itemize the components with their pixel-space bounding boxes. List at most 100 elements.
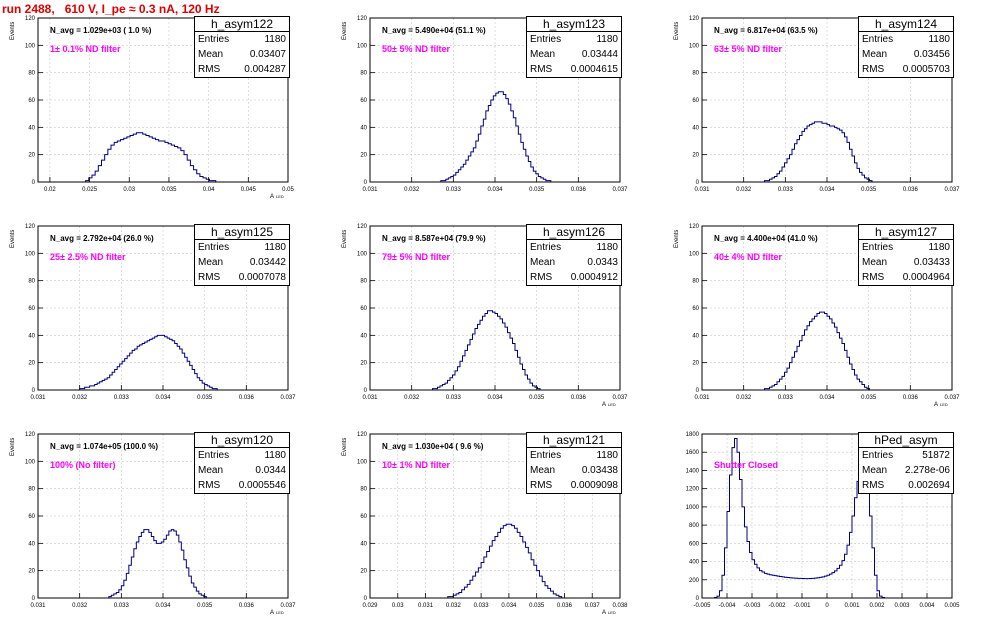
y-tick-label: 60: [692, 306, 699, 312]
histogram-panel-h_asym126: 0.031 0.032 0.033 0.034 0.035 0.036 0.037 0 20 40…: [340, 218, 670, 425]
x-tick-label: 0.033: [778, 187, 794, 193]
y-tick-label: 60: [28, 306, 35, 312]
stat-label-rms: RMS: [862, 480, 885, 491]
stat-row-entries: Entries 1180: [527, 32, 621, 47]
stat-row-entries: Entries 1180: [527, 240, 621, 255]
stat-label-entries: Entries: [862, 34, 894, 45]
stat-row-rms: RMS 0.0004615: [527, 62, 621, 77]
x-tick-label: 0.035: [197, 603, 213, 609]
stat-value-entries: 1180: [928, 34, 950, 45]
y-tick-label: 20: [360, 153, 367, 159]
stat-value-mean: 0.0344: [255, 465, 286, 476]
stat-label-rms: RMS: [530, 272, 553, 283]
x-tick-label: 0.033: [474, 603, 490, 609]
histogram-panel-h_asym127: 0.031 0.032 0.033 0.034 0.035 0.036 0.037 0 20 40…: [672, 218, 996, 425]
x-tick-label: 0.031: [30, 395, 46, 401]
stat-label-mean: Mean: [530, 49, 556, 60]
histogram-panel-h_asym122: 0.02 0.025 0.03 0.035 0.04 0.045 0.05 0 20 40 60 80…: [8, 10, 338, 217]
y-tick-label: 40: [28, 333, 35, 339]
x-tick-label: 0.037: [612, 395, 628, 401]
y-tick-label: 20: [692, 361, 699, 367]
stat-value-rms: 0.0005703: [902, 64, 950, 75]
x-tick-label: 0.032: [736, 395, 752, 401]
stat-value-mean: 0.03442: [249, 257, 286, 268]
y-tick-label: 1200: [686, 487, 700, 493]
stat-value-entries: 1180: [264, 34, 286, 45]
x-tick-label: 0.034: [501, 603, 517, 609]
histogram-plot: 0.031 0.032 0.033 0.034 0.035 0.036 0.037 0 20 40…: [689, 16, 960, 193]
filter-label: 63± 5% ND filter: [714, 44, 782, 54]
stat-label-entries: Entries: [530, 450, 562, 461]
stat-box-title: h_asym120: [195, 433, 289, 448]
y-tick-label: 120: [357, 16, 368, 22]
histogram-panel-h_asym125: 0.031 0.032 0.033 0.034 0.035 0.036 0.037 0 20 40…: [8, 218, 338, 425]
stat-row-entries: Entries 1180: [859, 240, 953, 255]
stat-label-mean: Mean: [530, 465, 556, 476]
stat-row-mean: Mean 0.0344: [195, 463, 289, 478]
y-tick-label: 20: [28, 153, 35, 159]
y-tick-label: 0: [696, 388, 700, 394]
y-axis-label: Events: [10, 21, 16, 40]
stat-row-mean: Mean 0.03407: [195, 47, 289, 62]
stat-row-entries: Entries 1180: [195, 240, 289, 255]
stat-box: h_asym123 Entries 1180 Mean 0.03444 RMS 0.0004…: [526, 16, 622, 78]
x-axis-label-sub: LED: [276, 194, 284, 199]
stat-row-rms: RMS 0.0004912: [527, 270, 621, 285]
filter-label: 79± 5% ND filter: [382, 252, 450, 262]
filter-label: 100% (No filter): [50, 460, 116, 470]
stat-row-rms: RMS 0.0004964: [859, 270, 953, 285]
histogram-panel-h_asym120: 0.031 0.032 0.033 0.034 0.035 0.036 0.037 0 20 40…: [8, 426, 338, 633]
stat-label-rms: RMS: [198, 64, 221, 75]
x-tick-label: 0.033: [114, 603, 130, 609]
y-tick-label: 200: [689, 578, 700, 584]
histogram-series: [85, 132, 217, 182]
x-tick-label: 0.036: [239, 603, 255, 609]
stat-value-rms: 0.0004615: [570, 64, 618, 75]
y-tick-label: 80: [692, 279, 699, 285]
y-tick-label: 120: [357, 432, 368, 438]
stat-row-rms: RMS 0.002694: [859, 478, 953, 493]
stat-box: h_asym127 Entries 1180 Mean 0.03433 RMS 0.0004…: [858, 224, 954, 286]
x-tick-label: 0.037: [944, 395, 960, 401]
y-tick-label: 40: [692, 125, 699, 131]
x-tick-label: 0.031: [30, 603, 46, 609]
stat-label-rms: RMS: [530, 480, 553, 491]
y-tick-label: 1800: [686, 432, 700, 438]
y-tick-label: 80: [28, 487, 35, 493]
x-tick-label: 0.035: [529, 395, 545, 401]
stat-box: h_asym120 Entries 1180 Mean 0.0344 RMS 0.00055…: [194, 432, 290, 494]
y-axis-label: Events: [10, 437, 16, 456]
stat-row-entries: Entries 1180: [195, 448, 289, 463]
histogram-series: [714, 438, 885, 599]
x-tick-label: 0.004: [919, 603, 935, 609]
y-tick-label: 100: [689, 43, 700, 49]
x-tick-label: -0.002: [768, 603, 786, 609]
y-tick-label: 60: [360, 306, 367, 312]
y-tick-label: 80: [28, 279, 35, 285]
stat-label-mean: Mean: [530, 257, 556, 268]
y-tick-label: 0: [32, 388, 36, 394]
x-tick-label: -0.003: [743, 603, 761, 609]
x-tick-label: 0.036: [557, 603, 573, 609]
x-tick-label: 0.031: [694, 187, 710, 193]
y-tick-label: 40: [28, 125, 35, 131]
y-tick-label: 40: [692, 333, 699, 339]
stat-value-entries: 1180: [928, 242, 950, 253]
stat-box-title: h_asym125: [195, 225, 289, 240]
y-tick-label: 40: [360, 541, 367, 547]
stat-value-mean: 2.278e-06: [904, 465, 950, 476]
y-tick-label: 120: [25, 16, 36, 22]
x-tick-label: 0.036: [903, 187, 919, 193]
stat-box-title: h_asym126: [527, 225, 621, 240]
x-tick-label: 0.034: [819, 395, 835, 401]
stat-box: h_asym125 Entries 1180 Mean 0.03442 RMS 0.0007…: [194, 224, 290, 286]
n-avg-label: N_avg = 4.400e+04 (41.0 %): [714, 234, 818, 243]
y-tick-label: 100: [357, 459, 368, 465]
histogram-series: [764, 311, 870, 390]
n-avg-label: N_avg = 2.792e+04 (26.0 %): [50, 234, 154, 243]
stat-label-mean: Mean: [198, 257, 224, 268]
y-tick-label: 100: [25, 43, 36, 49]
stat-row-mean: Mean 0.03442: [195, 255, 289, 270]
stat-label-mean: Mean: [198, 49, 224, 60]
y-tick-label: 100: [357, 251, 368, 257]
